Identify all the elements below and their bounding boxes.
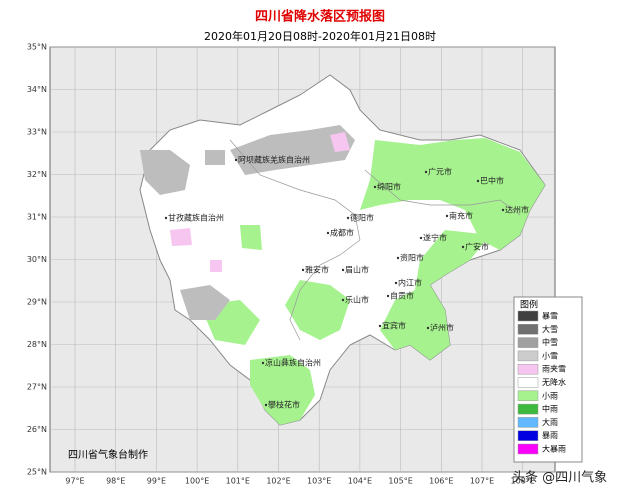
city-dot [164,216,168,220]
city-dot [461,245,465,249]
city-dot [394,281,398,285]
place-label: 达州市 [505,205,529,215]
city-dot [424,170,428,174]
legend-label: 无降水 [542,377,566,387]
legend-swatch [517,443,539,455]
city-dot [501,208,505,212]
legend-label: 大暴雨 [542,444,566,454]
lon-label: 99°E [147,477,166,486]
lon-label: 105°E [388,477,412,486]
sleet-areas [170,132,350,272]
legend-label: 雨夹雪 [542,364,566,374]
city-dot [261,361,265,365]
legend-swatch [517,417,539,428]
city-dot [234,158,238,162]
place-label: 泸州市 [430,323,454,333]
place-label: 凉山彝族自治州 [265,358,321,368]
place-label: 成都市 [330,228,354,238]
prefecture-borders [364,169,521,216]
place-label: 雅安市 [305,265,329,275]
lat-label: 25°N [27,468,47,477]
lat-label: 29°N [27,298,47,307]
place-label: 乐山市 [345,295,369,305]
city-dot [346,216,350,220]
lat-label: 33°N [27,128,47,137]
place-label: 资阳市 [400,253,424,263]
title: 四川省降水落区预报图 [255,9,385,25]
city-dot [386,294,390,298]
legend-label: 大雨 [542,417,558,427]
watermark: 头条 @四川气象 [512,470,607,486]
lon-label: 97°E [65,477,84,486]
place-label: 眉山市 [345,265,369,275]
lon-label: 104°E [348,477,372,486]
lat-label: 30°N [27,255,47,264]
light-rain-areas [200,138,545,425]
place-label: 绵阳市 [377,182,401,192]
place-label: 德阳市 [350,213,374,223]
legend-swatch [517,363,539,375]
place-label: 自贡市 [390,291,414,301]
lon-label: 103°E [307,477,331,486]
legend-swatch [517,350,539,362]
lat-label: 27°N [27,383,47,392]
lon-label: 102°E [266,477,290,486]
city-dot [341,268,345,272]
city-dot [264,403,268,407]
city-dot [301,268,305,272]
city-dot [373,185,377,189]
lon-label: 107°E [470,477,494,486]
legend-label: 小雪 [542,351,558,360]
legend-label: 中雪 [542,337,558,347]
legend-label: 暴雪 [542,312,558,321]
credit: 四川省气象台制作 [68,448,148,461]
place-label: 阿坝藏族羌族自治州 [238,155,310,165]
city-dot [445,214,449,218]
legend-label: 暴雨 [542,431,558,440]
lat-label: 34°N [27,85,47,94]
lat-label: 28°N [27,340,47,349]
place-label: 内江市 [398,278,422,288]
lat-label: 32°N [27,170,47,179]
lon-label: 101°E [226,477,250,486]
lon-label: 106°E [429,477,453,486]
place-label: 遂宁市 [423,233,447,243]
legend-swatch [517,337,539,348]
legend-title: 图例 [520,299,538,311]
legend-label: 中雨 [542,404,558,414]
legend-swatch [517,377,539,388]
lat-label: 35°N [27,43,47,52]
city-dot [476,179,480,183]
lon-label: 100°E [185,477,209,486]
city-dot [326,231,330,235]
prefecture-borders [229,139,361,341]
subtitle: 2020年01月20日08时-2020年01月21日08时 [204,29,436,43]
legend-swatch [517,390,539,402]
lat-label: 31°N [27,213,47,222]
snow-areas [140,125,355,320]
place-label: 攀枝花市 [268,400,300,410]
legend-swatch [517,310,539,322]
lat-label: 26°N [27,425,47,434]
lon-label: 108°E [511,477,535,486]
legend-swatch [517,403,539,415]
place-label: 巴中市 [480,176,504,186]
legend-swatch [517,324,539,335]
city-dot [341,298,345,302]
place-label: 南充市 [449,211,473,221]
place-label: 广元市 [428,167,452,177]
lon-label: 98°E [106,477,125,486]
legend-label: 小雨 [542,391,558,400]
place-label: 宜宾市 [382,321,406,331]
legend-swatch [517,430,539,441]
place-label: 甘孜藏族自治州 [168,213,224,223]
city-dot [426,326,430,330]
city-dot [378,324,382,328]
place-label: 广安市 [465,242,489,252]
legend-label: 大雪 [542,324,558,334]
city-dot [419,236,423,240]
city-dot [396,256,400,260]
